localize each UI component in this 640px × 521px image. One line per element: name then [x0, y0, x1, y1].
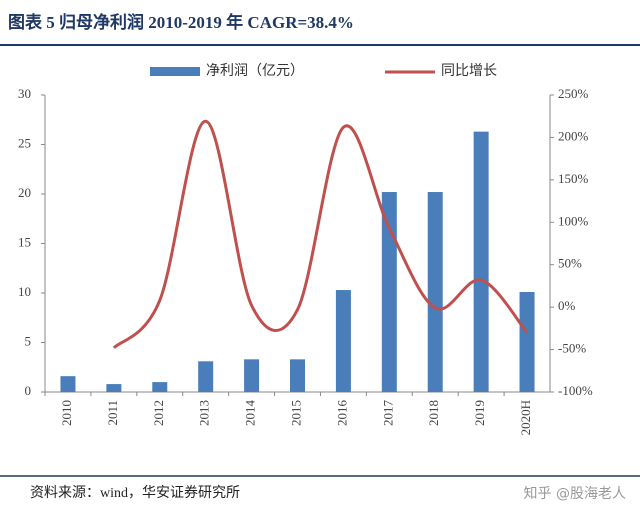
- y2-tick-label: 0%: [558, 298, 576, 313]
- bar: [427, 192, 443, 392]
- bar: [244, 359, 260, 392]
- bar: [381, 192, 397, 392]
- x-tick-label: 2016: [334, 400, 349, 427]
- legend-swatch: [150, 67, 200, 76]
- y-tick-label: 5: [25, 333, 32, 348]
- y-tick-label: 0: [25, 383, 32, 398]
- bar: [290, 359, 305, 392]
- watermark: 知乎 @股海老人: [524, 485, 626, 502]
- bar: [152, 382, 168, 392]
- y2-tick-label: 50%: [558, 256, 582, 271]
- y2-tick-label: 150%: [558, 171, 589, 186]
- y-tick-label: 30: [18, 86, 31, 101]
- bar: [473, 131, 489, 392]
- x-tick-label: 2017: [380, 400, 395, 427]
- legend-label: 净利润（亿元）: [206, 63, 304, 79]
- y2-tick-label: -100%: [558, 383, 593, 398]
- bar: [198, 361, 214, 392]
- y2-tick-label: 200%: [558, 128, 589, 143]
- x-tick-label: 2020H: [518, 400, 533, 435]
- source: 资料来源：wind，华安证券研究所: [30, 485, 240, 501]
- y-tick-label: 20: [18, 185, 31, 200]
- x-tick-label: 2019: [472, 400, 487, 426]
- bar: [519, 292, 535, 392]
- x-tick-label: 2010: [59, 400, 74, 426]
- x-tick-label: 2011: [105, 400, 120, 426]
- y2-tick-label: 250%: [558, 86, 589, 101]
- x-tick-label: 2015: [288, 400, 303, 426]
- y2-tick-label: 100%: [558, 213, 589, 228]
- x-tick-label: 2012: [151, 400, 166, 426]
- x-tick-label: 2018: [426, 400, 441, 426]
- bar: [60, 376, 76, 392]
- y-tick-label: 15: [18, 234, 31, 249]
- y-tick-label: 10: [18, 284, 31, 299]
- x-tick-label: 2014: [243, 400, 258, 427]
- line: [112, 119, 529, 350]
- bar: [335, 290, 351, 392]
- bar: [106, 384, 122, 392]
- chart-title: 图表 5 归母净利润 2010-2019 年 CAGR=38.4%: [8, 12, 354, 32]
- x-tick-label: 2013: [197, 400, 212, 426]
- y-tick-label: 25: [18, 135, 31, 150]
- y2-tick-label: -50%: [558, 341, 586, 356]
- legend-label: 同比增长: [441, 63, 497, 79]
